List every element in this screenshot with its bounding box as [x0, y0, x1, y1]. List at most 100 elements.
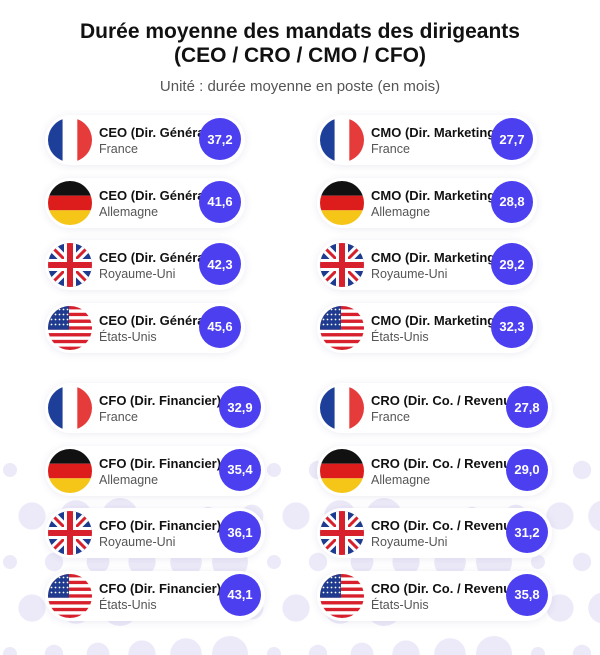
role-label: CRO (Dir. Co. / Revenue) — [371, 518, 523, 533]
value-badge: 29,2 — [491, 243, 533, 285]
usa-flag-icon — [320, 573, 364, 618]
role-label: CRO (Dir. Co. / Revenue) — [371, 393, 523, 408]
usa-flag-icon — [48, 305, 92, 350]
background-dot — [546, 502, 574, 530]
germany-flag-icon — [320, 448, 364, 493]
value-badge: 32,3 — [491, 305, 533, 348]
country-label: Allemagne — [371, 472, 431, 487]
role-label: CMO (Dir. Marketing) — [371, 312, 500, 328]
germany-flag-icon — [48, 180, 92, 225]
role-label: CFO (Dir. Financier) — [99, 518, 222, 533]
country-label: Allemagne — [371, 204, 431, 219]
germany-flag-icon — [320, 180, 364, 225]
title-line-2: (CEO / CRO / CMO / CFO) — [174, 44, 426, 67]
tenure-card: CRO (Dir. Co. / Revenue) Allemagne 29,0 — [317, 445, 552, 496]
country-label: Royaume-Uni — [371, 535, 448, 549]
value-badge: 28,8 — [491, 180, 533, 223]
country-label: États-Unis — [371, 329, 429, 344]
value-badge: 35,8 — [506, 573, 548, 616]
france-flag-icon — [320, 118, 364, 162]
country-label: France — [371, 410, 410, 424]
background-dot — [588, 500, 600, 532]
tenure-card: CMO (Dir. Marketing) Allemagne 28,8 — [317, 177, 537, 228]
usa-flag-icon — [48, 573, 92, 618]
background-dot — [531, 647, 545, 655]
background-dot — [267, 555, 281, 569]
tenure-card: CMO (Dir. Marketing) Royaume-Uni 29,2 — [317, 240, 537, 290]
value-badge: 37,2 — [199, 118, 241, 160]
background-dot — [170, 638, 202, 655]
country-label: Royaume-Uni — [99, 267, 176, 281]
role-label: CRO (Dir. Co. / Revenue) — [371, 455, 523, 471]
france-flag-icon — [48, 118, 92, 162]
background-dot — [282, 502, 310, 530]
value-badge: 27,8 — [506, 386, 548, 428]
tenure-card: CFO (Dir. Financier) France 32,9 — [45, 383, 265, 433]
uk-flag-icon — [48, 243, 92, 287]
value-badge: 42,3 — [199, 243, 241, 285]
background-dot — [3, 555, 17, 569]
role-label: CMO (Dir. Marketing) — [371, 187, 500, 203]
value-badge: 45,6 — [199, 305, 241, 348]
value-badge: 31,2 — [506, 511, 548, 553]
background-dot — [531, 555, 545, 569]
value-badge: 32,9 — [219, 386, 261, 428]
value-badge: 41,6 — [199, 180, 241, 223]
subtitle: Unité : durée moyenne en poste (en mois) — [159, 78, 441, 95]
background-dot — [44, 552, 64, 572]
country-label: France — [99, 142, 138, 156]
background-dot — [3, 647, 17, 655]
role-label: CEO (Dir. Général) — [99, 250, 213, 265]
tenure-card: CEO (Dir. Général) Allemagne 41,6 — [45, 177, 245, 228]
tenure-card: CRO (Dir. Co. / Revenue) France 27,8 — [317, 383, 552, 433]
tenure-card: CFO (Dir. Financier) États-Unis 43,1 — [45, 570, 265, 621]
country-label: Royaume-Uni — [371, 267, 448, 281]
background-dot — [128, 640, 156, 655]
background-dot — [212, 636, 248, 655]
value-badge: 29,0 — [506, 448, 548, 491]
role-label: CFO (Dir. Financier) — [99, 393, 222, 408]
background-dot — [572, 552, 592, 572]
country-label: États-Unis — [99, 597, 157, 612]
country-label: Royaume-Uni — [99, 535, 176, 549]
background-dot — [18, 502, 46, 530]
background-dot — [267, 647, 281, 655]
tenure-card: CRO (Dir. Co. / Revenue) Royaume-Uni 31,2 — [317, 508, 552, 558]
background-dot — [44, 644, 64, 655]
uk-flag-icon — [320, 511, 364, 555]
value-badge: 35,4 — [219, 448, 261, 491]
background-dot — [572, 460, 592, 480]
germany-flag-icon — [48, 448, 92, 493]
country-label: France — [99, 410, 138, 424]
tenure-card: CEO (Dir. Général) États-Unis 45,6 — [45, 302, 245, 353]
role-label: CFO (Dir. Financier) — [99, 455, 222, 471]
role-label: CEO (Dir. Général) — [99, 187, 213, 203]
role-label: CEO (Dir. Général) — [99, 312, 213, 328]
country-label: Allemagne — [99, 204, 159, 219]
role-label: CRO (Dir. Co. / Revenue) — [371, 580, 523, 596]
role-label: CFO (Dir. Financier) — [99, 580, 222, 596]
france-flag-icon — [48, 386, 92, 430]
background-dot — [546, 594, 574, 622]
tenure-card: CRO (Dir. Co. / Revenue) États-Unis 35,8 — [317, 570, 552, 621]
background-dot — [282, 594, 310, 622]
page-title: Durée moyenne des mandats des dirigeants… — [0, 20, 600, 68]
background-dot — [267, 463, 281, 477]
background-dot — [18, 594, 46, 622]
country-label: États-Unis — [371, 597, 429, 612]
tenure-card: CMO (Dir. Marketing) États-Unis 32,3 — [317, 302, 537, 353]
background-dot — [588, 592, 600, 624]
usa-flag-icon — [320, 305, 364, 350]
role-label: CMO (Dir. Marketing) — [371, 250, 500, 265]
value-badge: 43,1 — [219, 573, 261, 616]
background-dot — [86, 642, 110, 655]
background-dot — [350, 642, 374, 655]
country-label: Allemagne — [99, 472, 159, 487]
value-badge: 27,7 — [491, 118, 533, 160]
role-label: CMO (Dir. Marketing) — [371, 125, 500, 140]
tenure-card: CEO (Dir. Général) Royaume-Uni 42,3 — [45, 240, 245, 290]
background-dot — [392, 640, 420, 655]
france-flag-icon — [320, 386, 364, 430]
country-label: États-Unis — [99, 329, 157, 344]
uk-flag-icon — [48, 511, 92, 555]
